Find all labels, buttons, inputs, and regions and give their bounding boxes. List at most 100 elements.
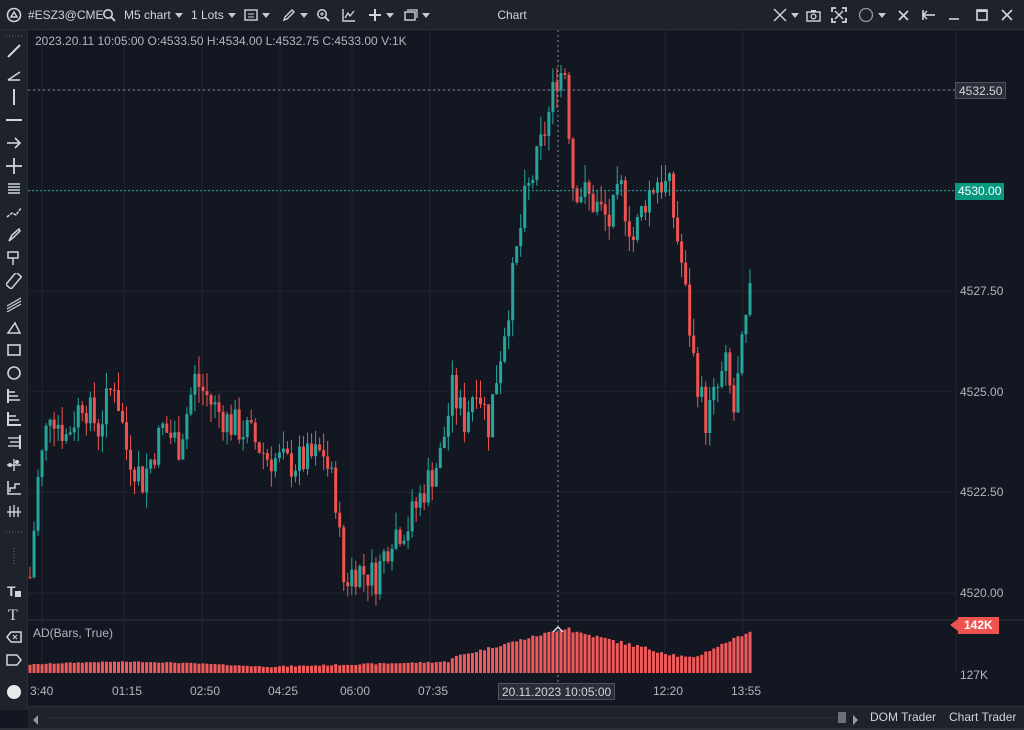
candle-body[interactable] [732,385,736,413]
candle-body[interactable] [382,551,386,562]
candle-body[interactable] [121,410,125,423]
candle-body[interactable] [418,493,422,508]
candle-body[interactable] [660,182,664,193]
candle-body[interactable] [531,179,535,183]
candle-body[interactable] [507,320,511,337]
candle-body[interactable] [724,352,728,371]
rectangle-icon[interactable] [3,340,25,360]
candle-body[interactable] [28,576,32,578]
candle-body[interactable] [269,459,273,472]
camera-icon[interactable] [806,0,821,30]
candle-body[interactable] [410,501,414,532]
drag-handle-icon[interactable] [3,32,25,40]
text-lock-icon[interactable]: T [3,581,25,601]
candle-body[interactable] [454,374,458,409]
candle-body[interactable] [92,397,96,424]
candle-body[interactable] [245,420,249,438]
candle-body[interactable] [322,450,326,457]
candle-body[interactable] [426,470,430,503]
candle-body[interactable] [599,201,603,205]
candle-body[interactable] [635,217,639,240]
candle-body[interactable] [575,188,579,203]
candle-body[interactable] [80,405,84,414]
candle-body[interactable] [104,388,108,425]
candle-body[interactable] [587,182,591,194]
candle-body[interactable] [378,561,382,595]
candle-body[interactable] [370,562,374,586]
candle-body[interactable] [680,241,684,263]
candle-body[interactable] [281,448,285,453]
candle-body[interactable] [84,413,88,424]
price-range-icon[interactable] [3,248,25,268]
candle-body[interactable] [285,448,289,454]
candle-body[interactable] [201,386,205,392]
candle-body[interactable] [362,566,366,575]
candle-body[interactable] [748,282,752,315]
horizontal-line-icon[interactable] [3,110,25,130]
candle-body[interactable] [591,193,595,212]
candle-body[interactable] [133,469,137,482]
candle-body[interactable] [647,189,651,213]
candle-body[interactable] [603,204,607,215]
candle-body[interactable] [36,477,40,531]
candle-body[interactable] [88,397,92,424]
candle-body[interactable] [157,427,161,465]
candle-body[interactable] [495,383,499,395]
ellipse-icon[interactable] [3,363,25,383]
candle-body[interactable] [165,423,169,433]
candle-body[interactable] [125,422,129,450]
candle-body[interactable] [607,214,611,227]
candle-body[interactable] [627,221,631,237]
candle-body[interactable] [44,425,48,451]
candle-body[interactable] [623,180,627,222]
pitchfork-icon[interactable] [3,455,25,475]
candle-body[interactable] [32,530,36,578]
fibonacci-retracement-icon[interactable] [3,386,25,406]
candle-body[interactable] [213,402,217,405]
candle-body[interactable] [619,180,623,185]
candle-body[interactable] [744,314,748,335]
candle-body[interactable] [64,434,68,441]
candle-body[interactable] [708,400,712,433]
candle-body[interactable] [571,138,575,189]
candle-body[interactable] [68,432,72,435]
candle-body[interactable] [257,442,261,453]
candle-body[interactable] [547,111,551,136]
timeframe-dropdown[interactable]: M5 chart [124,0,183,30]
horizontal-scrollbar[interactable] [48,717,848,718]
candle-body[interactable] [487,404,491,438]
minimize-icon[interactable] [948,0,960,30]
candle-body[interactable] [474,397,478,399]
candle-body[interactable] [100,424,104,437]
text-icon[interactable]: T [3,604,25,624]
candle-body[interactable] [96,423,100,437]
candle-body[interactable] [414,501,418,508]
price-label-icon[interactable] [3,627,25,647]
candle-body[interactable] [350,569,354,587]
candle-body[interactable] [40,450,44,478]
candle-body[interactable] [153,459,157,465]
candle-body[interactable] [390,548,394,562]
candle-body[interactable] [430,470,434,487]
trend-line-icon[interactable] [3,41,25,61]
candle-body[interactable] [137,466,141,482]
candle-body[interactable] [297,446,301,471]
candle-body[interactable] [237,409,241,440]
candle-body[interactable] [434,467,438,487]
candle-body[interactable] [261,452,265,454]
templates-dropdown[interactable] [404,0,430,30]
chart-trader-tab[interactable]: Chart Trader [949,710,1017,724]
candle-body[interactable] [692,335,696,354]
candle-body[interactable] [672,173,676,218]
candle-body[interactable] [655,182,659,193]
candle-body[interactable] [551,81,555,112]
candle-body[interactable] [519,227,523,247]
candle-body[interactable] [466,412,470,432]
fibonacci-time-icon[interactable] [3,432,25,452]
candle-body[interactable] [446,415,450,437]
candle-body[interactable] [129,449,133,470]
record-icon[interactable] [3,682,25,702]
candle-body[interactable] [334,467,338,513]
candle-body[interactable] [668,173,672,181]
candle-body[interactable] [688,284,692,336]
